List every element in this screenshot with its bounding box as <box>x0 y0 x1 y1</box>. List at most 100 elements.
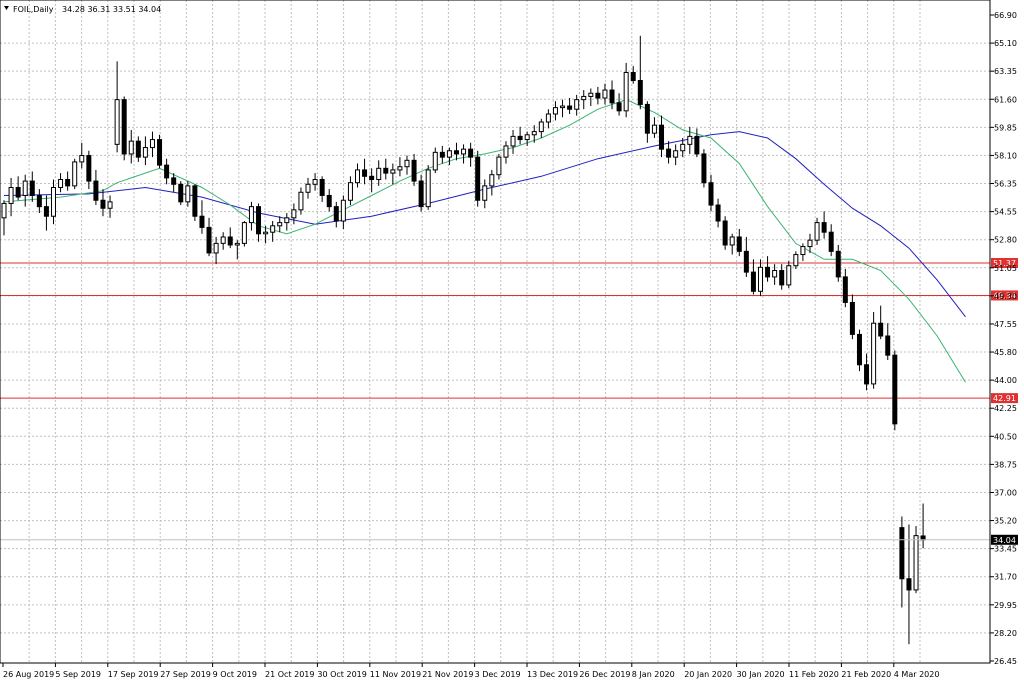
candle-body <box>595 92 601 99</box>
candle <box>807 233 813 253</box>
candle-body <box>284 217 290 224</box>
candle-body <box>871 322 877 385</box>
candle-body <box>263 231 269 235</box>
candle <box>305 177 311 199</box>
candle <box>29 171 35 202</box>
candle-body <box>333 206 339 222</box>
y-tick-label: 47.55 <box>994 320 1017 329</box>
y-tick-label: 38.75 <box>994 460 1017 469</box>
x-tick-label: 13 Dec 2019 <box>527 670 578 679</box>
candle <box>722 216 728 250</box>
candle-body <box>765 266 771 278</box>
candle <box>58 173 64 193</box>
candle <box>270 221 276 242</box>
candle <box>743 236 749 277</box>
candle <box>828 224 834 257</box>
candle <box>835 244 841 282</box>
candle <box>220 232 226 250</box>
candle-body <box>79 155 85 163</box>
candle-body <box>411 159 417 182</box>
y-tick-label: 51.05 <box>994 264 1017 273</box>
x-tick-label: 8 Jan 2020 <box>632 670 675 679</box>
candle <box>545 109 551 129</box>
candle-body <box>15 186 21 198</box>
candle-body <box>199 215 205 228</box>
candle-body <box>241 222 247 244</box>
candle-body <box>517 135 523 141</box>
candle-body <box>878 322 884 337</box>
candle-body <box>390 169 396 174</box>
candle <box>793 251 799 269</box>
candle-body <box>453 150 459 155</box>
candle-body <box>920 535 926 541</box>
candle <box>234 240 240 260</box>
level-label-bg <box>991 290 1018 301</box>
candle-body <box>694 135 700 155</box>
candle-body <box>376 167 382 180</box>
candle <box>178 181 184 206</box>
candle <box>128 129 134 164</box>
candle-body <box>588 92 594 97</box>
y-tick-label: 29.95 <box>994 601 1017 610</box>
candle <box>114 61 120 153</box>
candle-body <box>439 151 445 158</box>
candles <box>1 35 926 645</box>
candle <box>355 163 360 188</box>
current-price: 34.04 <box>0 534 1018 545</box>
candle-body <box>666 148 672 158</box>
candle-body <box>50 186 56 217</box>
candle-body <box>355 169 360 184</box>
candle-body <box>164 164 170 179</box>
x-tick-label: 27 Sep 2019 <box>160 670 211 679</box>
candle <box>637 35 643 110</box>
candle <box>298 187 304 215</box>
candle-body <box>114 99 120 145</box>
candle-body <box>404 159 410 168</box>
level-label: 42.91 <box>993 394 1016 403</box>
candle-body <box>425 169 431 208</box>
candle <box>121 96 127 161</box>
candle-body <box>913 535 919 591</box>
y-tick-label: 52.80 <box>994 236 1017 245</box>
candle <box>496 153 502 180</box>
candle-body <box>157 139 163 166</box>
price-axis: 66.90 65.10 63.35 61.60 59.85 58.10 56.35 54.55… <box>990 11 1017 666</box>
candle <box>673 144 679 166</box>
candle <box>1 200 7 236</box>
candle <box>65 171 71 191</box>
candle-body <box>623 71 629 112</box>
candle-body <box>715 204 721 222</box>
candle-body <box>849 301 855 335</box>
candle-body <box>128 140 134 155</box>
candle-body <box>369 175 375 180</box>
candle <box>814 217 820 245</box>
candle-body <box>637 79 643 105</box>
candle <box>79 142 85 169</box>
candle-body <box>616 102 622 112</box>
candle-body <box>86 155 92 182</box>
candle <box>362 158 368 185</box>
candle <box>644 101 650 143</box>
candle-body <box>722 220 728 246</box>
candle-body <box>192 185 198 217</box>
y-tick-label: 44.00 <box>994 376 1017 385</box>
candle-body <box>220 236 226 244</box>
candle-body <box>72 161 78 187</box>
candle <box>906 524 912 645</box>
candle-body <box>835 250 841 278</box>
chart-menu-icon[interactable] <box>4 6 9 10</box>
candle <box>694 128 700 158</box>
candle <box>913 526 919 594</box>
candle <box>567 98 573 115</box>
candle <box>390 163 396 185</box>
candle-body <box>43 206 49 217</box>
y-tick-label: 66.90 <box>994 11 1017 20</box>
candle <box>482 179 488 209</box>
candle-body <box>256 206 262 235</box>
candle <box>326 189 332 212</box>
candle <box>72 158 78 190</box>
horizontal-levels[interactable]: 51.37 49.34 42.91 <box>0 258 1018 404</box>
candle <box>524 131 530 146</box>
current-price-label-bg <box>991 534 1018 545</box>
